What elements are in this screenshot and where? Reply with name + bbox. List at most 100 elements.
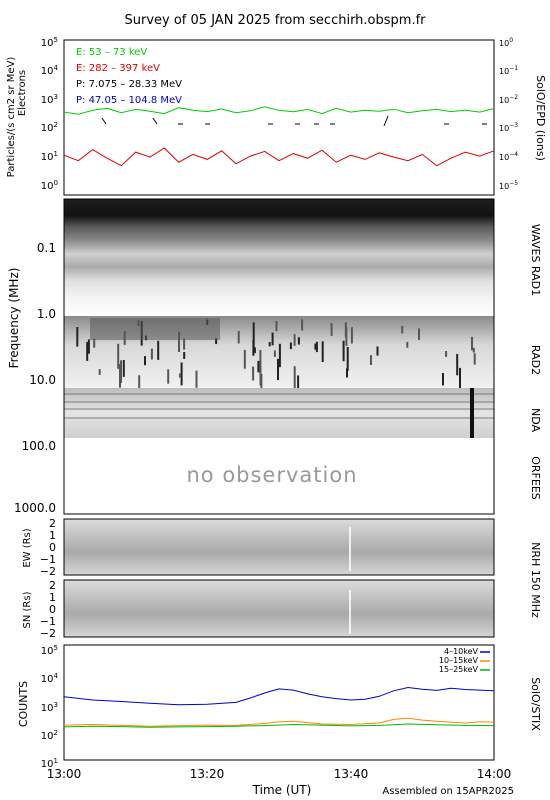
epd-rtick-1em4: 10−4 bbox=[499, 151, 518, 162]
nrh-right-label: NRH 150 MHz bbox=[529, 542, 542, 618]
rad2-burst-mark bbox=[179, 373, 182, 378]
rad2-burst-mark bbox=[289, 342, 292, 350]
stix-tick-1e2: 102 bbox=[41, 729, 58, 742]
nrh-ew-ylabel: EW (Rs) bbox=[22, 528, 33, 567]
rad2-burst-mark bbox=[315, 341, 318, 353]
rad2-burst-mark bbox=[376, 346, 379, 356]
rad2-burst-mark bbox=[293, 366, 296, 389]
series-line-0 bbox=[63, 686, 495, 706]
stix-right-label: SolO/STIX bbox=[529, 677, 542, 731]
radio-tick-10: 10.0 bbox=[29, 373, 56, 387]
epd-legend-p-high: P: 47.05 – 104.8 MeV bbox=[76, 95, 182, 106]
rad2-burst-mark bbox=[459, 367, 461, 389]
rad2-burst-mark bbox=[252, 322, 255, 348]
rad2-burst-mark bbox=[138, 375, 141, 389]
stix-legend-4-10: 4–10keV bbox=[444, 647, 479, 656]
nda-band bbox=[64, 388, 494, 438]
rad2-burst-mark bbox=[473, 353, 476, 365]
stix-tick-1e3: 103 bbox=[41, 701, 58, 714]
rad2-burst-mark bbox=[215, 338, 218, 345]
sn-tick-0: 0 bbox=[49, 603, 56, 616]
nrh-ew-gap bbox=[349, 527, 351, 571]
time-axis: 13:00 13:20 13:40 14:00 Time (UT) Assemb… bbox=[47, 767, 514, 797]
time-tick-1400: 14:00 bbox=[477, 767, 512, 781]
rad2-burst-mark bbox=[86, 341, 89, 361]
rad2-burst-mark bbox=[178, 331, 180, 352]
rad2-burst-mark bbox=[301, 319, 304, 331]
sn-tick-1: 1 bbox=[49, 591, 56, 604]
stix-legend-15-25: 15–25keV bbox=[439, 665, 479, 674]
label-waves-rad1: WAVES RAD1 bbox=[529, 224, 542, 296]
rad2-burst-mark bbox=[275, 321, 278, 332]
rad2-burst-mark bbox=[237, 330, 240, 344]
series-line-1 bbox=[63, 147, 495, 167]
epd-tick-1e5: 105 bbox=[41, 36, 58, 49]
rad2-burst-mark bbox=[157, 340, 160, 360]
radio-tick-0p1: 0.1 bbox=[37, 241, 56, 255]
nrh-sn-panel: 2 1 0 −1 −2 SN (Rs) NRH 150 MHz bbox=[22, 542, 542, 640]
epd-tick-1e1: 101 bbox=[41, 150, 58, 163]
rad2-burst-mark bbox=[252, 339, 255, 356]
rad2-burst-mark bbox=[259, 350, 262, 374]
rad2-burst-mark bbox=[370, 355, 372, 365]
rad2-burst-mark bbox=[297, 375, 300, 394]
rad2-burst-mark bbox=[297, 337, 300, 345]
epd-ylabel-species: Electrons bbox=[17, 70, 28, 116]
nrh-sn-gap bbox=[349, 590, 351, 634]
epd-rtick-1em1: 10−1 bbox=[499, 65, 518, 76]
rad2-burst-mark bbox=[87, 339, 90, 354]
radio-plot-frame bbox=[63, 198, 495, 515]
rad2-burst-mark bbox=[350, 327, 353, 344]
rad2-burst-mark bbox=[330, 323, 333, 336]
rad2-burst-mark bbox=[195, 370, 198, 388]
rad2-burst-mark bbox=[144, 356, 146, 366]
rad2-burst-mark bbox=[243, 349, 246, 369]
rad2-burst-mark bbox=[98, 369, 101, 375]
epd-right-label: SolO/EPD (ions) bbox=[534, 75, 547, 161]
rad2-burst-mark bbox=[418, 328, 420, 340]
stix-panel: 4–10keV 10–15keV 15–25keV 105 104 103 10… bbox=[17, 644, 542, 770]
figure-title: Survey of 05 JAN 2025 from secchirh.obsp… bbox=[125, 13, 427, 28]
rad2-burst-mark bbox=[252, 366, 255, 381]
epd-legend-e-high: E: 282 – 397 keV bbox=[76, 63, 160, 74]
label-rad2: RAD2 bbox=[529, 345, 542, 375]
radio-tick-1000: 1000.0 bbox=[14, 501, 56, 515]
epd-ylabel-units: Particles/(s cm2 sr MeV) bbox=[6, 57, 17, 178]
rad2-burst-mark bbox=[183, 338, 186, 350]
rad2-burst-mark bbox=[278, 343, 281, 368]
rad2-burst-mark bbox=[167, 369, 170, 384]
rad2-burst-mark bbox=[293, 334, 296, 346]
rad2-burst-mark bbox=[253, 347, 256, 354]
radio-spectrogram-panel: no observation 0.1 1.0 10.0 100.0 1000.0… bbox=[7, 198, 542, 515]
epd-proton-dashes bbox=[101, 115, 487, 127]
series-line-1 bbox=[63, 717, 495, 727]
rad2-burst-mark bbox=[120, 360, 122, 383]
rad2-burst-mark bbox=[268, 342, 271, 347]
ew-tick-0: 0 bbox=[49, 541, 56, 554]
rad2-burst-mark bbox=[314, 343, 317, 350]
time-tick-1340: 13:40 bbox=[334, 767, 369, 781]
epd-rtick-1em5: 10−5 bbox=[499, 180, 518, 191]
rad2-burst-mark bbox=[472, 347, 475, 353]
rad2-burst-mark bbox=[401, 325, 404, 334]
rad1-band bbox=[64, 199, 494, 316]
epd-tick-1e2: 102 bbox=[41, 121, 58, 134]
epd-rtick-1em2: 10−2 bbox=[499, 94, 518, 105]
ew-tick-1: 1 bbox=[49, 529, 56, 542]
label-orfees: ORFEES bbox=[529, 456, 542, 500]
epd-tick-1e4: 104 bbox=[41, 64, 59, 77]
rad2-burst-mark bbox=[122, 360, 125, 377]
series-line-0 bbox=[63, 106, 495, 115]
rad2-burst-mark bbox=[445, 351, 448, 357]
nrh-ew-panel: 2 1 0 −1 −2 EW (Rs) bbox=[22, 517, 495, 578]
rad2-burst-mark bbox=[346, 368, 348, 378]
time-tick-1300: 13:00 bbox=[47, 767, 82, 781]
rad2-dark-patch bbox=[90, 318, 220, 340]
ew-tick-2: 2 bbox=[49, 517, 56, 530]
epd-tick-1e0: 100 bbox=[41, 179, 58, 192]
sn-tick-m2: −2 bbox=[40, 627, 56, 640]
rad2-burst-mark bbox=[345, 326, 348, 346]
assembled-footer: Assembled on 15APR2025 bbox=[382, 786, 514, 797]
epd-rtick-1e0: 100 bbox=[499, 37, 513, 48]
